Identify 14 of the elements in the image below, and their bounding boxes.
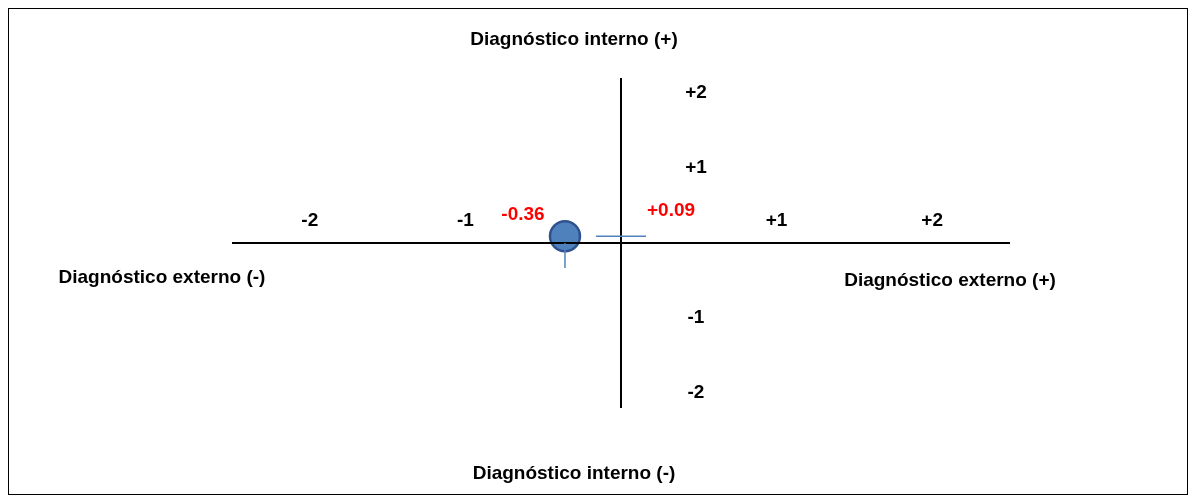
ref-line-label: +0.09 [646, 199, 696, 221]
x-tick-label: -1 [456, 209, 475, 231]
y-tick-label: -2 [687, 381, 705, 403]
x-tick-label: +2 [921, 209, 944, 231]
x-tick-label: -2 [301, 209, 319, 231]
ref-line-label: -0.36 [501, 203, 545, 225]
y-tick-label: +2 [685, 81, 707, 103]
text: Diagnóstico interno (+) [470, 28, 678, 50]
annotation: Diagnóstico externo (+) [844, 269, 1056, 291]
y-tick-label: +1 [685, 156, 708, 178]
text: Diagnóstico interno (-) [472, 462, 676, 484]
y-tick-label: -1 [687, 306, 705, 328]
annotation: Diagnóstico externo (-) [58, 266, 266, 288]
x-tick-label: +1 [765, 209, 788, 231]
